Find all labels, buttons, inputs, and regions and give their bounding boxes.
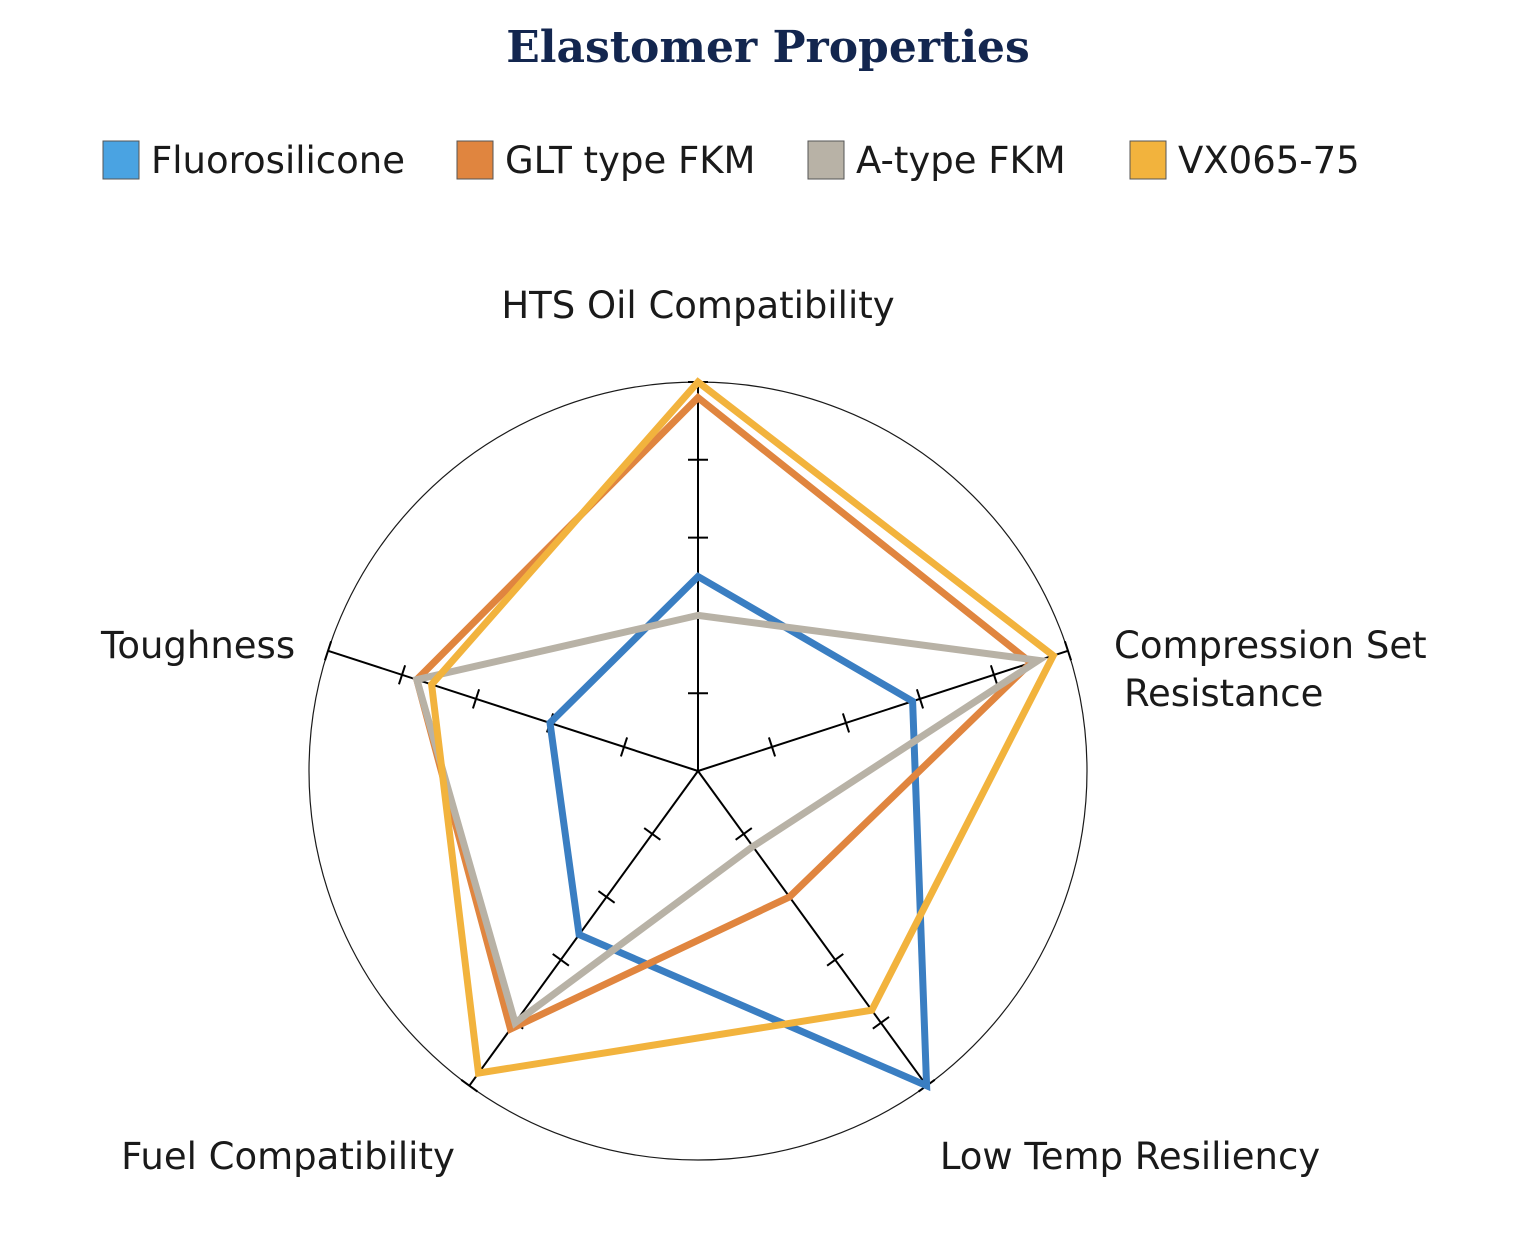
axis-line-fuel-compatibility <box>468 770 699 1087</box>
axis-line-compression-set-resistance <box>697 649 1069 772</box>
series-vx065-75 <box>427 377 1058 1078</box>
legend-item-a-type-fkm: A-type FKM <box>807 139 1066 182</box>
chart-title: Elastomer Properties <box>506 22 1030 73</box>
axis-tick <box>619 737 629 757</box>
legend-item-glt-type-fkm: GLT type FKM <box>456 139 755 182</box>
axis-tick <box>323 640 333 661</box>
series-glt-type-fkm <box>412 392 1037 1035</box>
series-fluorosilicone <box>546 572 931 1092</box>
axis-tick <box>826 953 844 967</box>
axis-tick <box>552 953 570 967</box>
legend-swatch <box>807 140 845 180</box>
axis-tick <box>397 665 407 685</box>
axis-tick <box>915 689 925 709</box>
axis-tick <box>597 890 616 904</box>
axis-tick <box>841 713 851 733</box>
legend-label: VX065-75 <box>1178 139 1360 182</box>
axis-label-fuel-compatibility: Fuel Compatibility <box>121 1135 455 1178</box>
axis-label-toughness: Toughness <box>100 624 295 667</box>
axes <box>323 381 1073 1093</box>
series-layer <box>412 377 1058 1092</box>
legend: Fluorosilicone GLT type FKM A-type FKM VX06… <box>102 139 1360 182</box>
legend-item-fluorosilicone: Fluorosilicone <box>102 139 405 182</box>
legend-swatch <box>102 140 140 180</box>
axis-line-low-temp-resiliency <box>697 770 928 1087</box>
axis-label-compression-set-resistance: Compression Set Resistance <box>1114 624 1427 715</box>
legend-label: A-type FKM <box>856 139 1066 182</box>
axis-label-hts-oil-compatibility: HTS Oil Compatibility <box>501 284 894 327</box>
axis-tick <box>460 1079 479 1093</box>
axis-tick <box>471 689 481 709</box>
axis-tick <box>735 827 753 841</box>
axis-tick <box>989 665 999 685</box>
legend-swatch <box>1129 140 1167 180</box>
axis-label-low-temp-resiliency: Low Temp Resiliency <box>940 1135 1320 1178</box>
axis-tick <box>872 1016 890 1030</box>
axis-line-toughness <box>327 649 699 772</box>
series-a-type-fkm <box>412 611 1049 1029</box>
axis-labels: HTS Oil Compatibility Compression Set Resi… <box>100 284 1427 1178</box>
legend-swatch <box>456 140 494 180</box>
legend-item-vx065-75: VX065-75 <box>1129 139 1360 182</box>
axis-tick <box>767 737 777 757</box>
axis-tick <box>1063 640 1073 661</box>
legend-label: GLT type FKM <box>505 139 755 182</box>
legend-label: Fluorosilicone <box>151 139 405 182</box>
axis-tick <box>643 827 661 841</box>
